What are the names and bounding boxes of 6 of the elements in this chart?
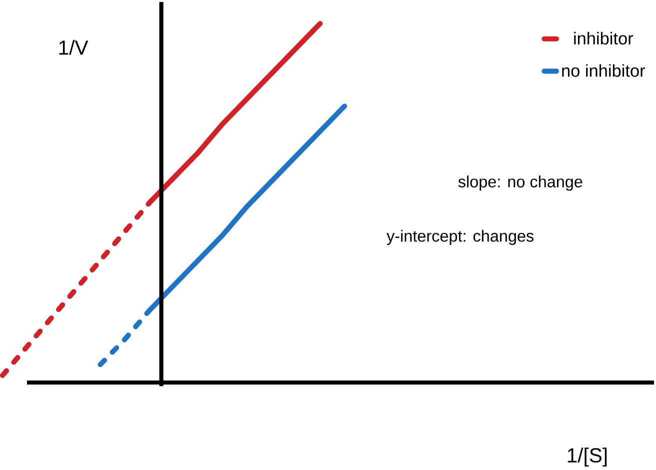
y-axis-title: 1/V	[59, 40, 88, 55]
annotation: slope: no change	[458, 176, 582, 191]
legend-label: no inhibitor	[562, 64, 646, 77]
x-axis-title: 1/[S]	[568, 448, 607, 467]
annotation: y-intercept: changes	[386, 230, 534, 246]
legend-label: inhibitor	[574, 32, 634, 45]
